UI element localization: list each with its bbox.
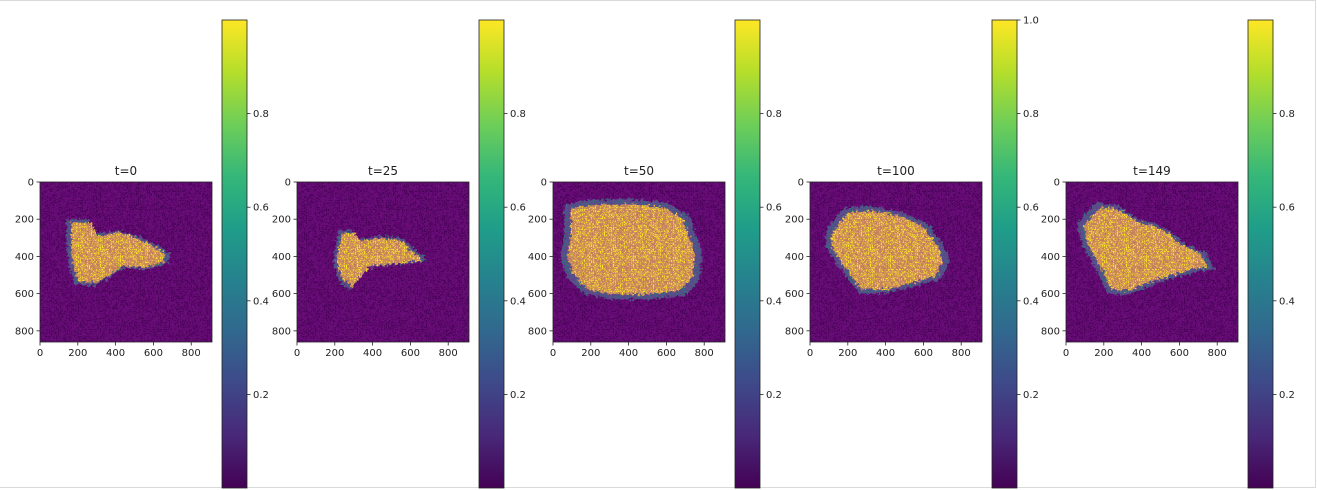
y-tick-label: 200 <box>272 215 291 226</box>
axes-frame <box>296 181 470 343</box>
axes-frame <box>39 181 213 343</box>
x-tick-label: 0 <box>294 348 300 359</box>
panel-title: t=25 <box>368 164 398 178</box>
colorbar-tick-label: 0.2 <box>1279 390 1295 401</box>
x-tick-label: 600 <box>914 348 933 359</box>
x-tick-label: 600 <box>1170 348 1189 359</box>
y-tick-label: 400 <box>1041 252 1060 263</box>
x-tick-label: 400 <box>876 348 895 359</box>
x-tick-label: 200 <box>1094 348 1113 359</box>
x-tick-label: 200 <box>68 348 87 359</box>
x-tick-label: 800 <box>182 348 201 359</box>
colorbar-tick-label: 0.6 <box>253 203 269 214</box>
heatmap-speckle <box>553 182 725 342</box>
x-tick-label: 0 <box>37 348 43 359</box>
y-tick-label: 0 <box>28 178 34 189</box>
x-tick-label: 200 <box>325 348 344 359</box>
colorbar-tick-label: 0.6 <box>766 203 782 214</box>
colorbar-tick-label: 0.4 <box>1023 296 1039 307</box>
y-tick-label: 600 <box>1041 289 1060 300</box>
y-tick-label: 800 <box>1041 326 1060 337</box>
colorbar-tick-label: 0.8 <box>253 109 269 120</box>
y-tick-label: 600 <box>15 289 34 300</box>
x-tick-label: 0 <box>1063 348 1069 359</box>
y-tick-label: 0 <box>798 178 804 189</box>
x-tick-label: 400 <box>1132 348 1151 359</box>
y-tick-label: 800 <box>785 326 804 337</box>
x-tick-label: 800 <box>1208 348 1227 359</box>
y-tick-label: 200 <box>785 215 804 226</box>
x-tick-label: 0 <box>550 348 556 359</box>
colorbar-tick-label: 0.8 <box>766 109 782 120</box>
x-tick-label: 400 <box>363 348 382 359</box>
y-tick-label: 0 <box>1054 178 1060 189</box>
colorbar <box>1247 19 1274 489</box>
heatmap-panel-0: t=00 200 400 600 80002004006008000.20.40.60.… <box>15 19 269 489</box>
x-tick-label: 800 <box>439 348 458 359</box>
colorbar <box>734 19 761 489</box>
x-tick-label: 600 <box>144 348 163 359</box>
colorbar <box>478 19 505 489</box>
y-tick-label: 400 <box>785 252 804 263</box>
y-tick-label: 800 <box>15 326 34 337</box>
y-tick-label: 400 <box>272 252 291 263</box>
colorbar-tick-label: 0.8 <box>1023 109 1039 120</box>
x-tick-label: 800 <box>695 348 714 359</box>
x-tick-label: 800 <box>952 348 971 359</box>
colorbar-tick-label: 0.6 <box>510 203 526 214</box>
axes-frame <box>1065 181 1239 343</box>
colorbar <box>991 19 1018 489</box>
x-tick-label: 400 <box>619 348 638 359</box>
axes-frame <box>552 181 726 343</box>
x-tick-label: 200 <box>838 348 857 359</box>
colorbar <box>221 19 248 489</box>
colorbar-tick-label: 0.2 <box>253 390 269 401</box>
colorbar-tick-label: 0.6 <box>1023 203 1039 214</box>
y-tick-label: 0 <box>285 178 291 189</box>
y-tick-label: 400 <box>528 252 547 263</box>
y-tick-label: 800 <box>528 326 547 337</box>
axes-frame <box>809 181 983 343</box>
heatmap-speckle <box>297 182 469 342</box>
colorbar-tick-label: 1.0 <box>1023 16 1039 27</box>
y-tick-label: 0 <box>541 178 547 189</box>
heatmap-panel-1: t=250 200 400 600 80002004006008000.20.40.60… <box>272 19 526 489</box>
colorbar-tick-label: 0.4 <box>253 296 269 307</box>
heatmap-panel-2: t=500 200 400 600 80002004006008000.20.40.60… <box>528 19 782 489</box>
y-tick-label: 800 <box>272 326 291 337</box>
heatmap-speckle <box>810 182 982 342</box>
y-tick-label: 600 <box>785 289 804 300</box>
y-tick-label: 400 <box>15 252 34 263</box>
colorbar-tick-label: 0.6 <box>1279 203 1295 214</box>
y-tick-label: 600 <box>528 289 547 300</box>
x-tick-label: 200 <box>581 348 600 359</box>
colorbar-tick-label: 0.2 <box>766 390 782 401</box>
panel-title: t=149 <box>1133 164 1171 178</box>
colorbar-tick-label: 0.2 <box>510 390 526 401</box>
colorbar-tick-label: 0.8 <box>1279 109 1295 120</box>
x-tick-label: 600 <box>401 348 420 359</box>
colorbar-tick-label: 0.2 <box>1023 390 1039 401</box>
panel-title: t=0 <box>115 164 137 178</box>
heatmap-speckle <box>1066 182 1238 342</box>
x-tick-label: 400 <box>106 348 125 359</box>
colorbar-tick-label: 0.8 <box>510 109 526 120</box>
y-tick-label: 200 <box>528 215 547 226</box>
x-tick-label: 0 <box>807 348 813 359</box>
colorbar-tick-label: 0.4 <box>1279 296 1295 307</box>
panel-title: t=50 <box>624 164 654 178</box>
x-tick-label: 600 <box>657 348 676 359</box>
y-tick-label: 600 <box>272 289 291 300</box>
y-tick-label: 200 <box>15 215 34 226</box>
heatmap-speckle <box>40 182 212 342</box>
colorbar-tick-label: 0.4 <box>766 296 782 307</box>
panel-title: t=100 <box>877 164 915 178</box>
colorbar-tick-label: 0.4 <box>510 296 526 307</box>
y-tick-label: 200 <box>1041 215 1060 226</box>
